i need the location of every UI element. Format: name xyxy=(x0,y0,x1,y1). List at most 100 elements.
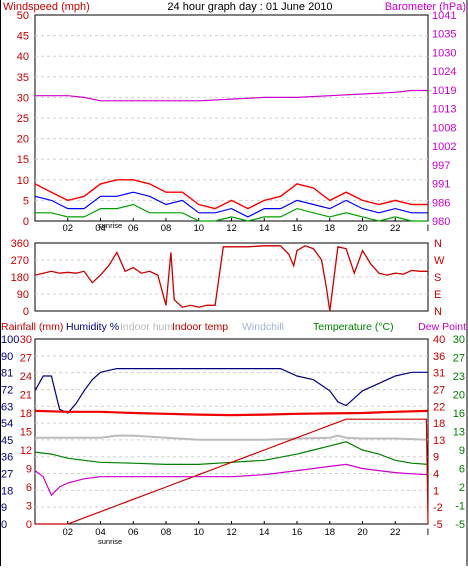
series-line-windspeed-mph- xyxy=(34,191,428,218)
right-inner-tick-label: 4 xyxy=(433,469,439,481)
left-outer-tick-label: 72 xyxy=(1,384,13,396)
series-line-temperature-c- xyxy=(34,441,429,465)
left-tick-label: 35 xyxy=(17,72,29,84)
left-tick-label: 0 xyxy=(23,306,29,318)
right-outer-tick-label: 16 xyxy=(453,408,465,420)
right-tick-label: 1019 xyxy=(432,85,456,97)
left-inner-tick-label: 9 xyxy=(26,464,32,476)
right-inner-tick-label: 1 xyxy=(433,485,439,497)
legend-indoor-hum: Indoor hum xyxy=(120,321,173,333)
right-inner-tick-label: 22 xyxy=(433,401,445,413)
right-tick-label: 1013 xyxy=(432,104,456,116)
x-tick-label: 12 xyxy=(226,223,237,234)
x-tick-label: 20 xyxy=(357,527,368,538)
right-tick-label: 1002 xyxy=(432,141,456,153)
x-tick-label: 02 xyxy=(62,223,73,234)
sunrise-label-bottom: sunrise xyxy=(98,537,122,546)
right-inner-tick-label: -5 xyxy=(433,519,443,531)
left-tick-label: 20 xyxy=(17,134,29,146)
left-outer-tick-label: 18 xyxy=(1,485,13,497)
x-tick-label: I xyxy=(427,223,430,234)
series-line-rainfall-mm- xyxy=(35,418,429,525)
left-tick-label: 45 xyxy=(17,31,29,43)
right-outer-tick-label: -1 xyxy=(455,501,465,513)
x-tick-label: 22 xyxy=(390,527,401,538)
x-tick-label: 16 xyxy=(292,527,303,538)
left-tick-label: 90 xyxy=(17,289,29,301)
right-inner-tick-label: 27 xyxy=(433,384,445,396)
left-inner-tick-label: 24 xyxy=(20,371,32,383)
x-tick-label: 16 xyxy=(292,223,303,234)
left-inner-tick-label: 0 xyxy=(26,519,32,531)
right-outer-tick-label: 9 xyxy=(459,445,465,457)
left-outer-tick-label: 100 xyxy=(1,334,19,346)
right-tick-label: S xyxy=(434,272,441,284)
sunrise-label-top: sunrise xyxy=(98,221,122,230)
left-tick-label: 10 xyxy=(17,175,29,187)
x-tick-label: 08 xyxy=(161,527,172,538)
left-tick-label: 360 xyxy=(11,238,29,250)
right-tick-label: W xyxy=(434,255,445,267)
right-tick-label: 991 xyxy=(432,179,450,191)
x-tick-label: 14 xyxy=(259,527,270,538)
right-inner-tick-label: -2 xyxy=(433,502,443,514)
right-outer-tick-label: 13 xyxy=(453,427,465,439)
right-tick-label: N xyxy=(434,306,442,318)
left-inner-tick-label: 21 xyxy=(20,390,32,402)
series-line-barometer-hpa- xyxy=(35,89,428,102)
legend-humidity: Humidity % xyxy=(66,321,119,333)
right-tick-label: 1024 xyxy=(432,66,456,78)
x-tick-label: 18 xyxy=(324,223,335,234)
right-inner-tick-label: 40 xyxy=(433,334,445,346)
right-inner-tick-label: 31 xyxy=(433,368,445,380)
left-inner-tick-label: 18 xyxy=(20,408,32,420)
left-outer-tick-label: 45 xyxy=(1,435,13,447)
x-tick-label: 06 xyxy=(128,527,139,538)
right-outer-tick-label: 27 xyxy=(453,353,465,365)
left-tick-label: 30 xyxy=(17,92,29,104)
left-outer-tick-label: 0 xyxy=(1,519,7,531)
legend-rainfall: Rainfall (mm) xyxy=(1,321,63,333)
bottom-legend: Rainfall (mm) Humidity % Indoor hum Indo… xyxy=(1,321,466,333)
x-tick-label: 08 xyxy=(161,223,172,234)
left-tick-label: 5 xyxy=(23,195,29,207)
left-outer-tick-label: 27 xyxy=(1,469,13,481)
right-tick-label: 980 xyxy=(432,216,450,228)
x-tick-label: I xyxy=(427,527,430,538)
left-tick-label: 180 xyxy=(11,272,29,284)
x-tick-label: 02 xyxy=(62,527,73,538)
left-inner-tick-label: 30 xyxy=(20,334,32,346)
left-outer-tick-label: 36 xyxy=(1,452,13,464)
right-outer-tick-label: 30 xyxy=(453,334,465,346)
left-axis-label: Windspeed (mph) xyxy=(3,1,90,13)
x-tick-label: 20 xyxy=(357,223,368,234)
series-line-indoor-temp xyxy=(34,409,429,417)
series-line-min xyxy=(35,203,428,222)
series-line-wind-direction xyxy=(34,245,428,312)
left-tick-label: 15 xyxy=(17,154,29,166)
series-line-windchill xyxy=(35,434,429,441)
series-line-dew-point xyxy=(34,463,429,497)
legend-temperature: Temperature (°C) xyxy=(313,321,394,333)
right-tick-label: 1008 xyxy=(432,122,456,134)
right-inner-tick-label: 18 xyxy=(433,418,445,430)
x-tick-label: 06 xyxy=(128,223,139,234)
series-line-gust xyxy=(34,179,428,210)
left-tick-label: 270 xyxy=(11,255,29,267)
x-tick-label: 04 xyxy=(95,223,106,234)
legend-dew-point: Dew Point xyxy=(418,321,466,333)
x-tick-label: 04 xyxy=(95,527,106,538)
chart-title: 24 hour graph day : 01 June 2010 xyxy=(167,1,332,13)
series-line-humidity- xyxy=(34,368,428,414)
right-inner-tick-label: 9 xyxy=(433,452,439,464)
right-inner-tick-label: 13 xyxy=(433,435,445,447)
left-inner-tick-label: 12 xyxy=(20,445,32,457)
left-outer-tick-label: 9 xyxy=(1,502,7,514)
legend-indoor-temp: Indoor temp xyxy=(172,321,228,333)
x-tick-label: 18 xyxy=(324,527,335,538)
right-outer-tick-label: 2 xyxy=(459,482,465,494)
right-tick-label: 1030 xyxy=(432,47,456,59)
